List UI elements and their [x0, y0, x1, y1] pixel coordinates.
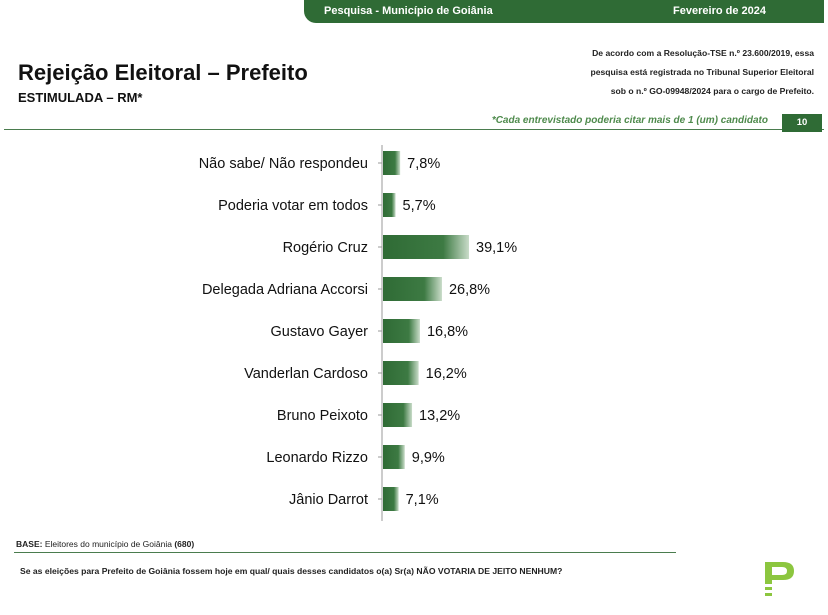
value-label: 39,1% [476, 240, 517, 256]
footnote: *Cada entrevistado poderia citar mais de… [491, 115, 768, 126]
base-count: (680) [174, 539, 195, 549]
survey-question: Se as eleições para Prefeito de Goiânia … [20, 566, 563, 576]
bar [383, 487, 399, 511]
value-label: 9,9% [412, 450, 445, 466]
bar [383, 361, 419, 385]
registration-notice-line: De acordo com a Resolução-TSE n.º 23.600… [592, 48, 814, 58]
page-subtitle: ESTIMULADA – RM* [18, 90, 143, 105]
page-title: Rejeição Eleitoral – Prefeito [18, 60, 308, 85]
category-label: Delegada Adriana Accorsi [202, 282, 368, 298]
rejection-bar-chart: Não sabe/ Não respondeu 7,8% Poderia votar… [199, 145, 517, 521]
registration-notice-line: pesquisa está registrada no Tribunal Sup… [590, 67, 814, 77]
value-label: 16,2% [426, 366, 467, 382]
header-bar: Pesquisa - Município de Goiânia Fevereir… [304, 0, 824, 23]
category-label: Bruno Peixoto [277, 408, 368, 424]
value-label: 5,7% [403, 198, 436, 214]
value-label: 16,8% [427, 324, 468, 340]
bar [383, 403, 413, 427]
value-label: 26,8% [449, 282, 490, 298]
registration-notice: De acordo com a Resolução-TSE n.º 23.600… [534, 44, 814, 101]
institute-logo [765, 562, 794, 596]
bar [383, 193, 396, 217]
base-label: BASE: [16, 539, 43, 549]
category-label: Jânio Darrot [289, 492, 368, 508]
category-label: Gustavo Gayer [270, 324, 368, 340]
footer-divider [14, 552, 676, 553]
bar [383, 235, 470, 259]
bar [383, 445, 405, 469]
bar [383, 319, 420, 343]
base-text: Eleitores do município de Goiânia [44, 539, 172, 549]
bar [383, 151, 401, 175]
category-label: Leonardo Rizzo [266, 450, 368, 466]
date-label: Fevereiro de 2024 [673, 5, 766, 17]
bar [383, 277, 442, 301]
value-label: 13,2% [419, 408, 460, 424]
category-label: Não sabe/ Não respondeu [199, 156, 368, 172]
survey-label: Pesquisa - Município de Goiânia [324, 5, 493, 17]
category-label: Rogério Cruz [283, 240, 368, 256]
category-label: Vanderlan Cardoso [244, 366, 368, 382]
category-label: Poderia votar em todos [218, 198, 368, 214]
header-divider [4, 129, 824, 130]
value-label: 7,1% [406, 492, 439, 508]
base-note: BASE: Eleitores do município de Goiânia … [16, 539, 194, 549]
registration-notice-line: sob o n.º GO-09948/2024 para o cargo de … [610, 86, 814, 96]
page-number: 10 [782, 114, 822, 132]
value-label: 7,8% [407, 156, 440, 172]
